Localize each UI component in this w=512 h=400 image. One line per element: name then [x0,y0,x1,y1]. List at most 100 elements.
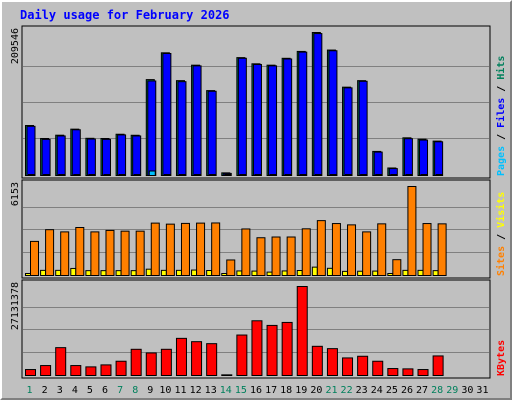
pages-bar [224,174,232,176]
pages-bar [133,174,141,176]
sites-bar [377,223,387,276]
day-tick-label: 17 [265,385,277,396]
day-tick-label: 11 [174,385,186,396]
legend-entry: Hits [495,56,507,80]
visits-bar [206,270,213,277]
visits-bar [281,270,288,277]
files-bar [162,52,172,176]
kbytes-bar [175,337,187,377]
sites-bar [331,223,341,276]
legend-entry: Files [495,98,507,128]
files-bar [313,33,323,177]
pages-bar [390,174,398,176]
sites-bar [301,228,311,277]
kbytes-bar [251,320,263,377]
files-bar [26,125,36,176]
sites-bar [286,236,296,276]
visits-bar [115,270,122,277]
kbytes-bar [25,369,36,377]
pages-bar [284,174,292,176]
visits-bar [417,269,424,277]
files-bar [207,90,217,176]
kbytes-bar [281,321,293,377]
sites-bar [211,222,221,276]
files-bar [434,141,444,176]
sites-bar [105,229,115,276]
files-bar [177,81,187,176]
kbytes-bar [296,286,308,376]
day-tick-label: 23 [356,385,368,396]
visits-bar [432,270,439,277]
legend-entry: Sites [495,246,507,276]
kbytes-bar [206,343,218,376]
sites-bar [180,222,190,276]
sites-bar [150,222,160,276]
pages-bar [375,174,383,176]
day-tick-label: 30 [461,385,473,396]
files-bar [298,51,308,177]
visits-bar [236,270,243,277]
visits-bar [357,270,364,277]
visits-bar [251,270,258,277]
visits-bar [145,268,152,276]
sites-bar [422,223,432,276]
sites-bar [392,259,402,276]
pages-bar [88,174,96,176]
legend-entry: / [496,80,507,98]
day-tick-label: 15 [235,385,247,396]
pages-bar [28,174,35,176]
files-bar [147,80,157,176]
sites-bar [271,236,281,276]
sites-bar [437,223,447,276]
files-bar [419,139,429,176]
pages-bar [435,174,443,176]
sites-bar [196,222,206,276]
legend-entry: KBytes [496,340,507,376]
legend-label: KBytes [496,340,507,376]
kbytes-bar [70,365,82,376]
day-tick-label: 6 [102,385,108,396]
kbytes-bar [402,368,414,376]
visits-bar [55,269,62,277]
kbytes-bar [417,369,429,377]
pages-bar [239,174,247,176]
files-bar [373,151,383,176]
files-bar [268,65,278,176]
visits-bar [191,269,198,277]
kbytes-bar [85,366,97,376]
sites-bar [45,229,55,276]
pages-bar [194,174,202,176]
kbytes-bar [432,355,444,377]
kbytes-bar [357,355,369,377]
files-bar [252,63,262,176]
pages-bar [345,174,353,176]
kbytes-bar [342,357,354,377]
visits-bar [100,270,107,277]
day-tick-label: 27 [416,385,428,396]
panel-max-label: 6153 [10,182,21,206]
pages-bar [209,174,217,176]
visits-bar [311,266,318,276]
files-bar [71,129,81,176]
day-tick-label: 21 [325,385,337,396]
day-tick-label: 26 [401,385,413,396]
files-bar [41,138,51,177]
day-tick-label: 24 [371,385,383,396]
kbytes-bar [266,324,278,377]
day-tick-label: 25 [386,385,398,396]
kbytes-bar [55,347,67,376]
pages-bar [148,170,156,176]
day-tick-label: 7 [117,385,123,396]
files-bar [328,50,338,176]
day-tick-label: 13 [205,385,217,396]
files-bar [283,58,293,176]
kbytes-bar [40,365,52,376]
legend-entry: Visits [495,192,507,228]
sites-bar [256,237,266,276]
day-tick-label: 28 [431,385,443,396]
kbytes-bar [372,360,384,376]
pages-bar [254,174,262,176]
visits-bar [326,267,333,276]
sites-bar [135,230,145,276]
